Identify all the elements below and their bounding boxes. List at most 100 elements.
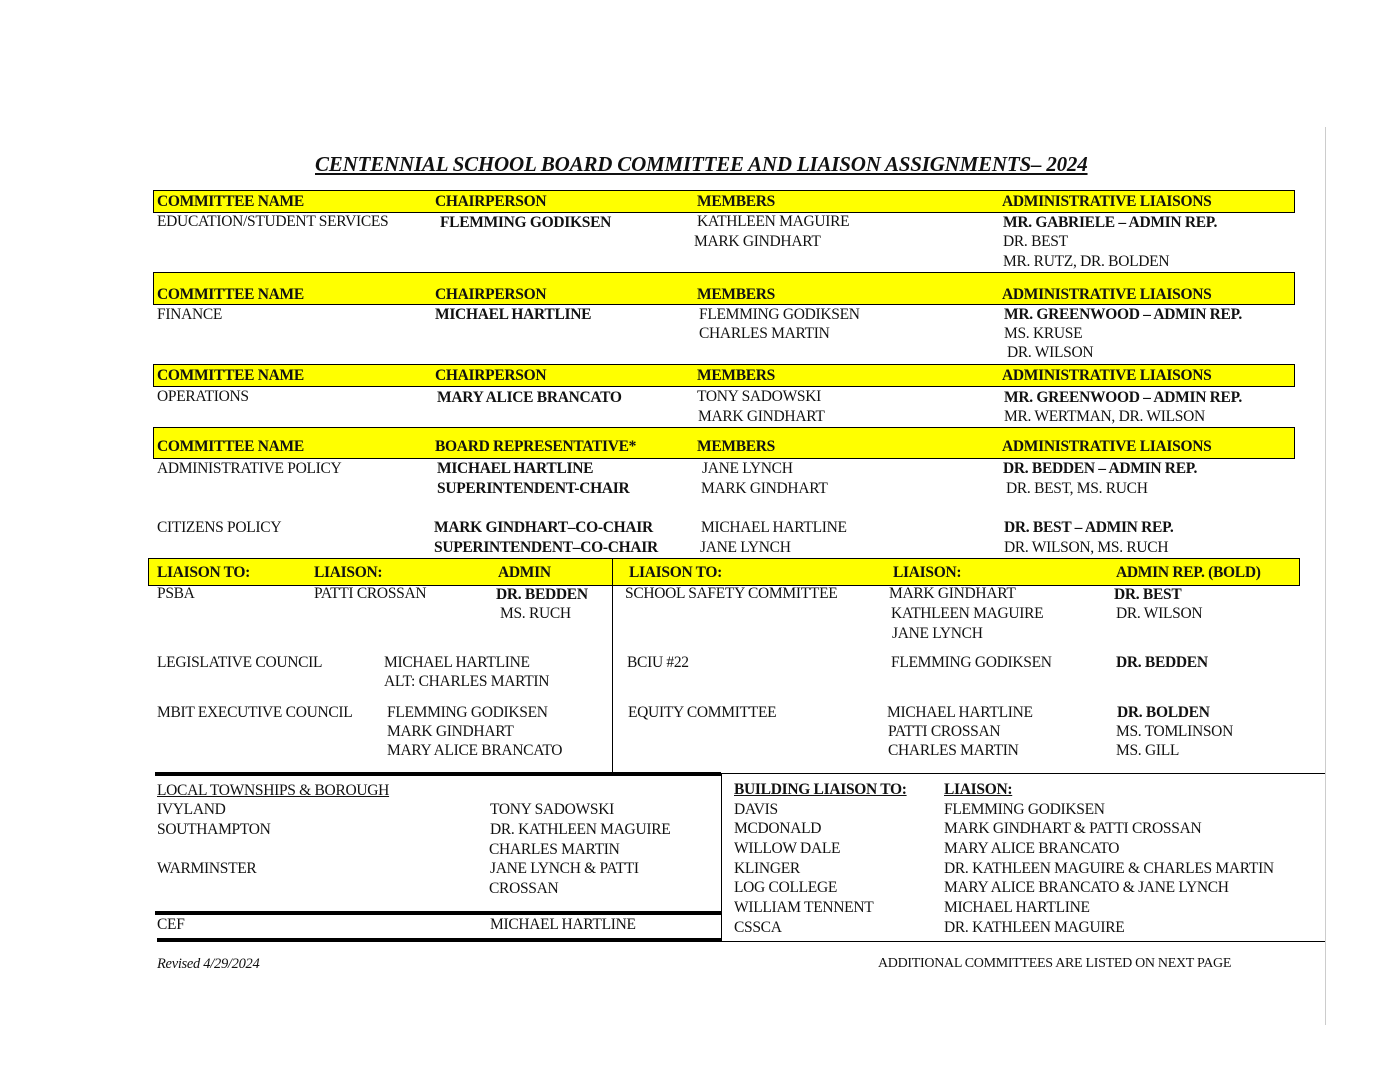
header-admin-rep: ADMIN REP. (BOLD) bbox=[1116, 564, 1261, 581]
admin-liaison: MS. KRUSE bbox=[1004, 325, 1083, 342]
header-band bbox=[153, 190, 1295, 213]
header-admin-liaisons: ADMINISTRATIVE LIAISONS bbox=[1002, 193, 1212, 210]
header-board-representative: BOARD REPRESENTATIVE* bbox=[435, 438, 637, 455]
admin-liaison: DR. BEST – ADMIN REP. bbox=[1004, 519, 1174, 536]
liaison-to: MBIT EXECUTIVE COUNCIL bbox=[157, 704, 353, 721]
building-liaison-heading: LIAISON: bbox=[944, 781, 1013, 798]
liaison: MARK GINDHART bbox=[387, 723, 514, 740]
township-liaison: MICHAEL HARTLINE bbox=[490, 916, 636, 933]
liaison: PATTI CROSSAN bbox=[314, 585, 427, 602]
member: TONY SADOWSKI bbox=[697, 388, 821, 405]
admin-liaison: DR. BEST bbox=[1003, 233, 1068, 250]
header-members: MEMBERS bbox=[697, 193, 775, 210]
admin-liaison: DR. BEDDEN – ADMIN REP. bbox=[1003, 460, 1198, 477]
member: JANE LYNCH bbox=[702, 460, 793, 477]
committee-name: EDUCATION/STUDENT SERVICES bbox=[157, 213, 389, 230]
building-name: WILLOW DALE bbox=[734, 840, 841, 857]
divider-thin bbox=[721, 773, 1325, 774]
liaison: ALT: CHARLES MARTIN bbox=[384, 673, 550, 690]
board-representative: MICHAEL HARTLINE bbox=[437, 460, 594, 477]
liaison: MARY ALICE BRANCATO bbox=[387, 742, 563, 759]
header-committee-name: COMMITTEE NAME bbox=[157, 286, 304, 303]
township-name: IVYLAND bbox=[157, 801, 226, 818]
member: CHARLES MARTIN bbox=[699, 325, 830, 342]
liaison: MICHAEL HARTLINE bbox=[887, 704, 1033, 721]
building-liaison: MARY ALICE BRANCATO & JANE LYNCH bbox=[944, 879, 1229, 896]
township-liaison: TONY SADOWSKI bbox=[490, 801, 614, 818]
header-committee-name: COMMITTEE NAME bbox=[157, 193, 304, 210]
township-name: CEF bbox=[157, 916, 185, 933]
board-representative: SUPERINTENDENT-CHAIR bbox=[437, 480, 630, 497]
liaison: FLEMMING GODIKSEN bbox=[387, 704, 548, 721]
admin: DR. BEDDEN bbox=[496, 586, 588, 603]
township-liaison: DR. KATHLEEN MAGUIRE bbox=[490, 821, 671, 838]
member: MARK GINDHART bbox=[701, 480, 828, 497]
member: KATHLEEN MAGUIRE bbox=[697, 213, 850, 230]
column-divider bbox=[612, 559, 613, 773]
building-liaison: DR. KATHLEEN MAGUIRE bbox=[944, 919, 1125, 936]
header-liaison: LIAISON: bbox=[314, 564, 383, 581]
chairperson: MARY ALICE BRANCATO bbox=[437, 389, 622, 406]
header-chairperson: CHAIRPERSON bbox=[435, 286, 547, 303]
liaison: MARK GINDHART bbox=[889, 585, 1016, 602]
township-liaison: CHARLES MARTIN bbox=[489, 841, 620, 858]
township-liaison: JANE LYNCH & PATTI bbox=[490, 860, 639, 877]
liaison-to: LEGISLATIVE COUNCIL bbox=[157, 654, 323, 671]
building-name: DAVIS bbox=[734, 801, 778, 818]
chairperson: MICHAEL HARTLINE bbox=[435, 306, 592, 323]
liaison-header-band bbox=[148, 558, 1300, 586]
column-divider bbox=[721, 773, 722, 942]
liaison: CHARLES MARTIN bbox=[888, 742, 1019, 759]
liaison: FLEMMING GODIKSEN bbox=[891, 654, 1052, 671]
admin-liaison: DR. BEST, MS. RUCH bbox=[1006, 480, 1148, 497]
committee-name: OPERATIONS bbox=[157, 388, 249, 405]
header-liaison-to: LIAISON TO: bbox=[629, 564, 723, 581]
building-name: WILLIAM TENNENT bbox=[734, 899, 874, 916]
building-name: KLINGER bbox=[734, 860, 800, 877]
admin-liaison: MR. GREENWOOD – ADMIN REP. bbox=[1004, 306, 1242, 323]
member: FLEMMING GODIKSEN bbox=[699, 306, 860, 323]
header-admin-liaisons: ADMINISTRATIVE LIAISONS bbox=[1002, 367, 1212, 384]
building-liaison: FLEMMING GODIKSEN bbox=[944, 801, 1105, 818]
document-title: CENTENNIAL SCHOOL BOARD COMMITTEE AND LI… bbox=[315, 152, 1088, 176]
building-liaison: DR. KATHLEEN MAGUIRE & CHARLES MARTIN bbox=[944, 860, 1274, 877]
township-name: WARMINSTER bbox=[157, 860, 257, 877]
building-name: LOG COLLEGE bbox=[734, 879, 838, 896]
admin-rep: MS. GILL bbox=[1116, 742, 1180, 759]
liaison: PATTI CROSSAN bbox=[888, 723, 1001, 740]
admin-liaison: DR. WILSON bbox=[1007, 344, 1094, 361]
header-band bbox=[153, 272, 1295, 305]
header-admin-liaisons: ADMINISTRATIVE LIAISONS bbox=[1002, 438, 1212, 455]
admin-rep: DR. BOLDEN bbox=[1117, 704, 1210, 721]
committee-name: ADMINISTRATIVE POLICY bbox=[157, 460, 342, 477]
building-liaison: MICHAEL HARTLINE bbox=[944, 899, 1090, 916]
member: JANE LYNCH bbox=[700, 539, 791, 556]
divider-thick bbox=[157, 938, 721, 942]
admin-rep: DR. BEDDEN bbox=[1116, 654, 1208, 671]
board-representative: SUPERINTENDENT–CO-CHAIR bbox=[434, 539, 658, 556]
admin-liaison: DR. WILSON, MS. RUCH bbox=[1004, 539, 1169, 556]
header-admin-liaisons: ADMINISTRATIVE LIAISONS bbox=[1002, 286, 1212, 303]
member: MARK GINDHART bbox=[698, 408, 825, 425]
header-committee-name: COMMITTEE NAME bbox=[157, 438, 304, 455]
header-band bbox=[153, 364, 1295, 387]
member: MICHAEL HARTLINE bbox=[701, 519, 847, 536]
header-chairperson: CHAIRPERSON bbox=[435, 367, 547, 384]
member: MARK GINDHART bbox=[694, 233, 821, 250]
admin-rep: MS. TOMLINSON bbox=[1116, 723, 1233, 740]
footer-note: ADDITIONAL COMMITTEES ARE LISTED ON NEXT… bbox=[878, 956, 1232, 971]
board-representative: MARK GINDHART–CO-CHAIR bbox=[434, 519, 653, 536]
divider-thick bbox=[155, 772, 721, 776]
building-heading: BUILDING LIAISON TO: bbox=[734, 781, 907, 798]
header-admin: ADMIN bbox=[498, 564, 551, 581]
header-chairperson: CHAIRPERSON bbox=[435, 193, 547, 210]
liaison-to: SCHOOL SAFETY COMMITTEE bbox=[625, 585, 838, 602]
township-liaison: CROSSAN bbox=[489, 880, 559, 897]
admin-liaison: MR. WERTMAN, DR. WILSON bbox=[1004, 408, 1205, 425]
liaison-to: PSBA bbox=[157, 585, 195, 602]
divider-thin bbox=[721, 941, 1325, 942]
divider-thick bbox=[155, 911, 721, 915]
revised-date: Revised 4/29/2024 bbox=[157, 956, 260, 972]
liaison-to: BCIU #22 bbox=[627, 654, 689, 671]
building-name: MCDONALD bbox=[734, 820, 822, 837]
